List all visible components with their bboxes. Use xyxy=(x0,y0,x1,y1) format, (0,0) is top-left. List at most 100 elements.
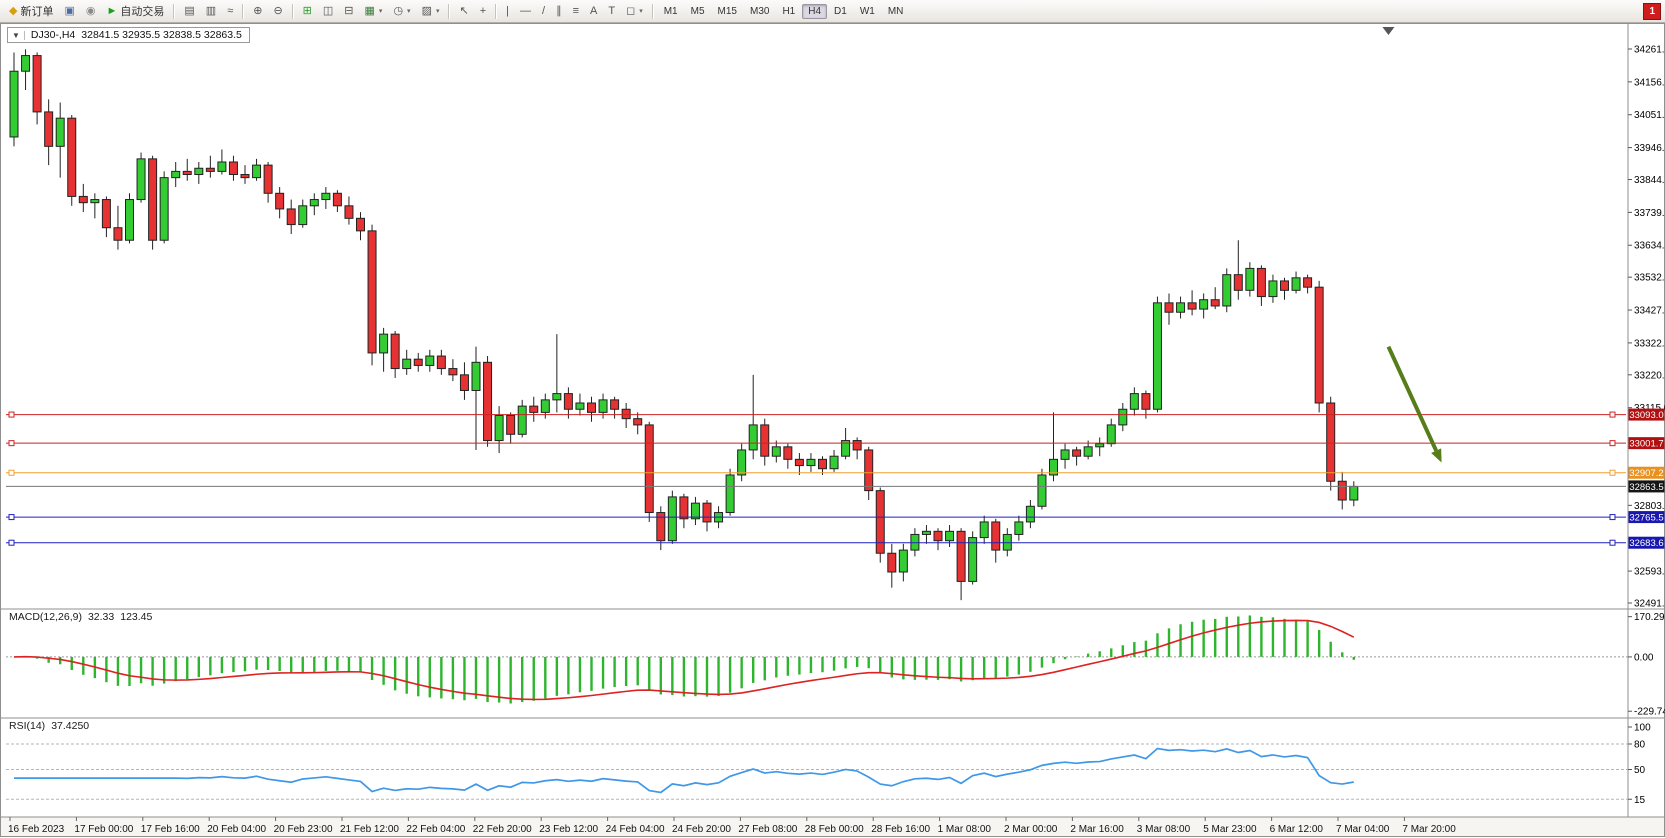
timeframe-button-m30[interactable]: M30 xyxy=(749,5,770,17)
time-axis-label: 5 Mar 23:00 xyxy=(1203,824,1257,835)
cascade-windows-icon: ◫ xyxy=(322,4,334,17)
timeframe-button-m15[interactable]: M15 xyxy=(717,5,737,17)
timeframe-button-w1[interactable]: W1 xyxy=(859,5,875,17)
price-tick-label: 33634.0 xyxy=(1634,241,1665,252)
dropdown-caret-icon[interactable]: ▾ xyxy=(407,8,411,15)
timeframe-button-m5[interactable]: M5 xyxy=(690,5,705,17)
market-watch-button[interactable]: ◉ xyxy=(81,1,101,22)
arrange-windows-icon: ⊟ xyxy=(344,4,354,17)
macd-main-value: 32.33 xyxy=(87,611,115,623)
cascade-windows-button[interactable]: ◫ xyxy=(318,1,338,22)
zoom-out-button[interactable]: ⊖ xyxy=(268,1,287,22)
crosshair-icon: + xyxy=(479,4,487,17)
chart-frame xyxy=(0,23,1665,837)
periods-clock-button[interactable]: ◷ ▾ xyxy=(388,1,415,22)
macd-header: MACD(12,26,9) 32.33 123.45 xyxy=(9,611,152,623)
price-tick-label: 33322.0 xyxy=(1634,338,1665,349)
rsi-header: RSI(14) 37.4250 xyxy=(9,720,89,732)
annotation-arrow[interactable] xyxy=(1386,345,1442,463)
time-axis-label: 24 Feb 20:00 xyxy=(672,824,731,835)
zoom-in-button[interactable]: ⊕ xyxy=(248,1,267,22)
shapes-icon: ◻ xyxy=(626,4,636,17)
toolbar-separator xyxy=(651,3,654,19)
time-axis-label: 2 Mar 16:00 xyxy=(1070,824,1124,835)
arrange-windows-button[interactable]: ⊟ xyxy=(339,1,358,22)
horizontal-line[interactable]: 33093.0 xyxy=(6,408,1665,422)
vertical-line-button[interactable]: | xyxy=(501,1,514,22)
bar-chart-button[interactable]: ▤ xyxy=(179,1,199,22)
new-order-icon: ◆ xyxy=(9,4,18,17)
current-price-line[interactable]: 32863.5 xyxy=(6,480,1665,493)
price-badge-label: 32863.5 xyxy=(1629,482,1663,493)
rsi-title: RSI(14) xyxy=(9,720,46,732)
text-button[interactable]: A xyxy=(585,1,602,22)
time-axis-label: 7 Mar 20:00 xyxy=(1402,824,1456,835)
price-tick-label: 33739.0 xyxy=(1634,208,1665,219)
timeframe-button-h4[interactable]: H4 xyxy=(802,3,828,19)
horizontal-line[interactable]: 32765.5 xyxy=(6,511,1665,524)
time-axis-label: 21 Feb 12:00 xyxy=(340,824,399,835)
new-chart-icon: ▦ xyxy=(364,4,375,17)
autotrade-button[interactable]: ► 自动交易 xyxy=(101,1,169,22)
timeframe-button-h1[interactable]: H1 xyxy=(782,5,796,17)
shapes-button[interactable]: ◻ ▾ xyxy=(621,1,648,22)
horizontal-line[interactable]: 33001.7 xyxy=(6,437,1665,450)
line-chart-icon: ≈ xyxy=(227,4,234,17)
label-button[interactable]: T xyxy=(603,1,620,22)
dropdown-caret-icon[interactable]: ▾ xyxy=(378,8,383,15)
price-badge xyxy=(1628,437,1665,450)
timeframe-button-mn[interactable]: MN xyxy=(887,5,904,17)
toolbar: ◆ 新订单 ▣ ◉ ► 自动交易 ▤ ▥ ≈ ⊕ ⊖ ⊞ ◫ ⊟ ▦ ▾ ◷ ▾ ▨ ▾ ↖ + | — / ∥ ≡ A T ◻… xyxy=(0,0,1665,23)
price-badge xyxy=(1628,408,1665,421)
timeframe-button-m1[interactable]: M1 xyxy=(663,5,678,17)
notification-badge[interactable]: 1 xyxy=(1643,2,1661,20)
tile-windows-icon: ⊞ xyxy=(302,4,312,17)
macd-signal-value: 123.45 xyxy=(120,611,153,623)
timeframe-group: M1 M5 M15 M30 H1 H4 D1 W1 MN xyxy=(658,3,910,19)
oneclick-collapse-icon[interactable]: ▼ xyxy=(11,30,25,40)
rsi-scale-label: 80 xyxy=(1634,740,1646,751)
charts-profile-button[interactable]: ▣ xyxy=(59,1,79,22)
horizontal-line[interactable]: 32907.2 xyxy=(6,466,1665,480)
rsi-scale-label: 100 xyxy=(1634,723,1651,734)
crosshair-button[interactable]: + xyxy=(475,1,491,22)
horizontal-line-button[interactable]: — xyxy=(515,1,536,22)
zoom-in-icon: ⊕ xyxy=(253,4,263,17)
candlestick-chart-icon: ▥ xyxy=(205,4,217,17)
time-axis-strip xyxy=(1,817,1664,836)
macd-scale-label: 170.29 xyxy=(1634,612,1665,623)
time-axis-label: 23 Feb 12:00 xyxy=(539,824,598,835)
time-axis-label: 28 Feb 16:00 xyxy=(871,824,930,835)
price-tick-label: 32803.0 xyxy=(1634,501,1665,512)
candlestick-series xyxy=(9,49,1359,601)
candlestick-chart-button[interactable]: ▥ xyxy=(201,1,221,22)
time-axis-label: 22 Feb 20:00 xyxy=(473,824,532,835)
toolbar-separator xyxy=(495,3,498,19)
price-badge-label: 32683.6 xyxy=(1629,538,1663,549)
horizontal-line[interactable]: 32683.6 xyxy=(6,536,1665,550)
price-tick-label: 34051.0 xyxy=(1634,110,1665,121)
new-chart-button[interactable]: ▦ ▾ xyxy=(360,1,388,22)
templates-button[interactable]: ▨ ▾ xyxy=(417,1,445,22)
fibonacci-button[interactable]: ≡ xyxy=(568,1,584,22)
toolbar-separator xyxy=(291,3,294,19)
chart-shift-marker-icon xyxy=(1382,27,1395,35)
cursor-button[interactable]: ↖ xyxy=(454,1,473,22)
tile-windows-button[interactable]: ⊞ xyxy=(298,1,317,22)
rsi-scale-label: 15 xyxy=(1634,795,1646,806)
price-tick-label: 33220.0 xyxy=(1634,370,1665,381)
price-badge-label: 32907.2 xyxy=(1629,468,1663,479)
line-chart-button[interactable]: ≈ xyxy=(222,1,238,22)
toolbar-separator xyxy=(242,3,245,19)
periods-clock-icon: ◷ xyxy=(393,4,404,17)
dropdown-caret-icon[interactable]: ▾ xyxy=(639,8,643,15)
trendline-button[interactable]: / xyxy=(537,1,550,22)
market-watch-icon: ◉ xyxy=(85,4,96,17)
new-order-button[interactable]: ◆ 新订单 xyxy=(4,1,58,22)
equidistant-channel-button[interactable]: ∥ xyxy=(551,1,567,22)
chart-symbol-period: DJ30-,H4 xyxy=(30,29,76,41)
timeframe-button-d1[interactable]: D1 xyxy=(834,5,847,17)
price-badge xyxy=(1628,480,1665,493)
dropdown-caret-icon[interactable]: ▾ xyxy=(435,8,440,15)
